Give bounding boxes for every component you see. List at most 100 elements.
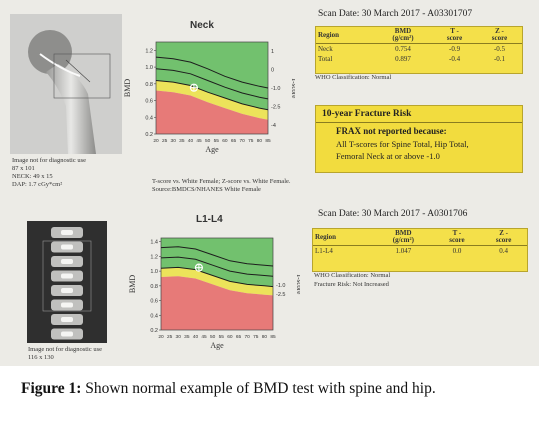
neck-x-tick-label: 20 — [153, 138, 159, 144]
neck-table-row: Total 0.897 -0.4 -0.1 — [316, 54, 522, 64]
neck-reference-curve-upper — [155, 56, 269, 89]
frax-reason-line-1: All T-scores for Spine Total, Hip Total, — [336, 139, 469, 149]
spine-x-tick-label: 80 — [262, 334, 268, 340]
hip-neck-size: NECK: 49 x 15 — [12, 173, 53, 180]
hip-image-note: Image not for diagnostic use — [12, 157, 87, 164]
vertebra-core — [61, 259, 73, 264]
neck-bmd-chart: 1.2 1.0 0.8 0.6 0.4 0.220 25 30 35 40 45 50 55 60 65 70… — [123, 41, 295, 154]
neck-table-header: T - score — [432, 27, 478, 44]
femur-illustration — [10, 14, 122, 154]
spine-y-axis-label: BMD — [128, 275, 137, 293]
fracture-risk-box: 10-year Fracture Risk FRAX not reported … — [315, 105, 523, 173]
vertebra-core — [61, 230, 73, 235]
spine-fracture-risk: Fracture Risk: Not Increased — [314, 281, 389, 288]
spine-normal-zone — [161, 238, 273, 287]
hip-image-size: 87 x 101 — [12, 165, 35, 172]
spine-y-tick-label: 0.2 — [150, 328, 158, 334]
neck-table-cell: Neck — [318, 45, 333, 53]
neck-y-tick-label: 1.0 — [145, 65, 153, 71]
spine-x-tick-label: 45 — [201, 334, 207, 340]
spine-table-header: Z - score — [480, 229, 527, 246]
neck-osteopenia-zone — [156, 80, 268, 120]
spine-xray-image — [27, 221, 107, 343]
neck-table-cell: Total — [318, 55, 333, 63]
neck-source-note: T-score vs. White Female; Z-score vs. Wh… — [152, 178, 291, 193]
neck-y-tick-label: 1.2 — [145, 48, 153, 54]
neck-scan-date: Scan Date: 30 March 2017 - A03301707 — [318, 9, 473, 19]
spine-x-tick-label: 20 — [158, 334, 164, 340]
spine-results-table: Region BMD (g/cm²) T - score Z - score L1-L4 1.… — [313, 229, 527, 256]
spine-x-axis-label: Age — [210, 341, 224, 350]
spine-x-tick-label: 65 — [236, 334, 242, 340]
spine-x-tick-label: 70 — [244, 334, 250, 340]
neck-x-tick-label: 50 — [205, 138, 211, 144]
neck-x-tick-label: 70 — [239, 138, 245, 144]
neck-results-table: Region BMD (g/cm²) T - score Z - score Neck 0.7… — [316, 27, 522, 64]
neck-y-tick-label: 0.4 — [145, 115, 153, 121]
spine-table-cell: 0.0 — [452, 247, 462, 255]
spine-plot-frame — [160, 237, 274, 331]
neck-reference-curve-lower — [155, 80, 269, 111]
neck-who-classification: WHO Classification: Normal — [315, 74, 392, 81]
neck-x-tick-label: 30 — [171, 138, 177, 144]
frax-reason-line-2: Femoral Neck at or above -1.0 — [336, 151, 440, 161]
spine-reference-curve-middle — [160, 256, 274, 277]
spine-y-tick-label: 1.2 — [150, 254, 158, 260]
spine-y-tick-label: 1.4 — [150, 240, 158, 246]
neck-table-row: Neck 0.754 -0.9 -0.5 — [316, 44, 522, 55]
spine-x-tick-label: 50 — [210, 334, 216, 340]
neck-table-cell: -0.5 — [493, 45, 506, 53]
neck-table-cell: 0.754 — [395, 45, 411, 53]
neck-x-tick-label: 45 — [196, 138, 202, 144]
neck-tscore-tick-label: -4 — [271, 123, 276, 129]
spine-osteoporosis-zone — [161, 276, 273, 330]
spine-table-header: T - score — [433, 229, 481, 246]
figure-caption: Figure 1: Shown normal example of BMD te… — [21, 380, 436, 398]
neck-tscore-tick-label: -2.5 — [271, 104, 280, 110]
neck-y-tick-label: 0.8 — [145, 82, 153, 88]
fracture-risk-title: 10-year Fracture Risk — [322, 109, 412, 119]
spine-scan-date: Scan Date: 30 March 2017 - A0301706 — [318, 209, 468, 219]
hip-dap: DAP: 1.7 cGy*cm² — [12, 181, 63, 188]
hip-xray-image — [10, 14, 122, 154]
spine-results-box: Region BMD (g/cm²) T - score Z - score L1-L4 1.… — [312, 228, 528, 272]
spine-y-tick-label: 0.8 — [150, 284, 158, 290]
neck-reference-curve-middle — [155, 68, 269, 100]
neck-x-tick-label: 40 — [188, 138, 194, 144]
neck-table-header: Z - score — [477, 27, 522, 44]
neck-y-axis-label: BMD — [123, 79, 132, 97]
spine-reference-curve-lower — [160, 266, 274, 288]
spine-y-tick-label: 0.6 — [150, 299, 158, 305]
neck-results-box: Region BMD (g/cm²) T - score Z - score Neck 0.7… — [315, 26, 523, 74]
figure-caption-text: Shown normal example of BMD test with sp… — [81, 380, 436, 397]
neck-x-tick-label: 35 — [179, 138, 185, 144]
spine-y-tick-label: 1.0 — [150, 269, 158, 275]
spine-image-note: Image not for diagnostic use — [28, 346, 103, 353]
spine-image-size: 116 x 130 — [28, 354, 54, 361]
neck-osteoporosis-zone — [156, 90, 268, 134]
spine-table-row: L1-L4 1.047 0.0 0.4 — [313, 246, 527, 257]
spine-illustration — [27, 221, 107, 343]
spine-bmd-chart: 1.4 1.2 1.0 0.8 0.6 0.4 0.220 25 30 35 40 45 50 55 60 6… — [128, 237, 300, 350]
neck-chart-title: Neck — [190, 20, 214, 31]
spine-x-tick-label: 40 — [193, 334, 199, 340]
neck-table-header: BMD (g/cm²) — [373, 27, 433, 44]
neck-table-cell: -0.1 — [493, 55, 506, 63]
spine-table-header: Region — [313, 229, 374, 246]
neck-y-tick-label: 0.6 — [145, 99, 153, 105]
neck-table-cell: 0.897 — [395, 55, 411, 63]
neck-table-cell: -0.4 — [449, 55, 461, 63]
spine-table-header: BMD (g/cm²) — [373, 229, 434, 246]
spine-x-tick-label: 25 — [167, 334, 173, 340]
spine-x-tick-label: 55 — [219, 334, 225, 340]
neck-x-axis-label: Age — [205, 145, 219, 154]
vertebra-core — [61, 288, 73, 293]
neck-x-tick-label: 25 — [162, 138, 168, 144]
spine-roi-box — [42, 240, 92, 312]
spine-table-cell: 1.047 — [395, 247, 412, 255]
neck-y2-axis-label: T-score — [290, 78, 295, 99]
neck-x-tick-label: 65 — [231, 138, 237, 144]
neck-x-tick-label: 60 — [222, 138, 228, 144]
spine-y2-axis-label: T-score — [295, 274, 300, 295]
spine-who-classification: WHO Classification: Normal — [314, 272, 391, 279]
